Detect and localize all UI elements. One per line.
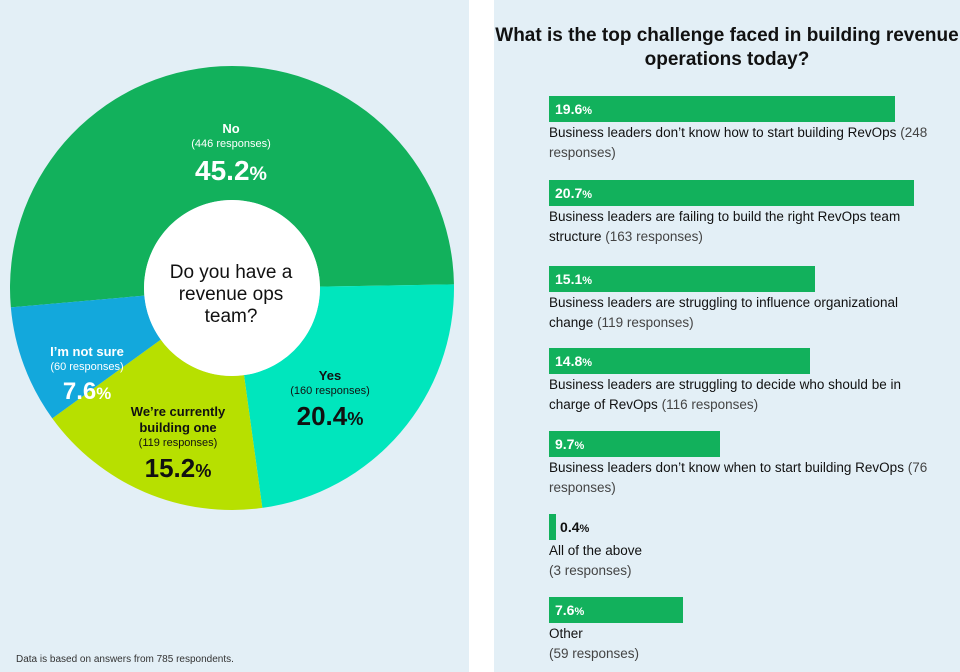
bar-category-label: Business leaders don’t know when to star… (549, 458, 929, 498)
bar-percent-label: 0.4% (560, 519, 590, 535)
bar: 7.6% (549, 597, 683, 623)
slice-label-not-sure: I’m not sure (60 responses) 7.6% (50, 344, 124, 404)
donut-chart (10, 66, 455, 510)
footnote: Data is based on answers from 785 respon… (16, 654, 234, 665)
bar-category-label: Business leaders are struggling to influ… (549, 293, 929, 333)
bar-percent-label: 7.6% (555, 602, 585, 618)
bar-item: 14.8% Business leaders are struggling to … (549, 348, 929, 415)
bar-category-label: All of the above (3 responses) (549, 541, 929, 581)
bar-category-label: Business leaders are failing to build th… (549, 207, 929, 247)
slice-label-no: No (446 responses) 45.2% (191, 121, 271, 185)
bar-item: 20.7% Business leaders are failing to bui… (549, 180, 929, 247)
slice-responses: (446 responses) (191, 138, 271, 150)
bar-responses: (116 responses) (661, 397, 759, 412)
bar-responses: (59 responses) (549, 646, 640, 661)
slice-label-building: We’re currently building one (119 respon… (123, 404, 233, 482)
slice-name: Yes (318, 368, 342, 383)
slice-name: No (222, 121, 240, 136)
bar-percent-label: 9.7% (555, 436, 585, 452)
slice-label-yes: Yes (160 responses) 20.4% (290, 368, 370, 430)
slice-percent: 15.2% (144, 453, 212, 483)
bar-responses: (248 responses) (549, 125, 928, 160)
slice-name: We’re currently building one (130, 404, 226, 435)
bar-category-text: Business leaders are failing to build th… (549, 209, 901, 244)
bar-item: 0.4% All of the above (3 responses) (549, 514, 929, 581)
bar: 20.7% (549, 180, 914, 206)
bar-responses: (119 responses) (597, 315, 694, 330)
bar-percent-label: 14.8% (555, 353, 593, 369)
slice-responses: (119 responses) (138, 437, 218, 449)
bar-item: 7.6% Other (59 responses) (549, 597, 929, 664)
donut-hole (144, 200, 320, 376)
donut-slice-3 (10, 295, 161, 419)
bar-item: 9.7% Business leaders don’t know when to … (549, 431, 929, 498)
bar-category-text: Business leaders don’t know how to start… (549, 125, 897, 140)
bar-item: 19.6% Business leaders don’t know how to … (549, 96, 929, 163)
bar-percent-label: 15.1% (555, 271, 593, 287)
bar: 15.1% (549, 266, 816, 292)
bar-category-label: Business leaders don’t know how to start… (549, 123, 929, 163)
bar: 19.6% (549, 96, 895, 122)
bar-category-label: Business leaders are struggling to decid… (549, 375, 929, 415)
bar-panel: What is the top challenge faced in build… (494, 0, 960, 672)
bar: 14.8% (549, 348, 810, 374)
donut-center-question: Do you have a revenue ops team? (169, 262, 293, 327)
bar-category-text: Other (549, 626, 583, 641)
donut-slice-2 (52, 339, 263, 510)
donut-slice-1 (244, 284, 455, 508)
bar-category-text: Business leaders are struggling to influ… (549, 295, 898, 330)
slice-percent: 7.6% (62, 378, 112, 405)
bar: 9.7% (549, 431, 721, 457)
bar-category-text: Business leaders don’t know when to star… (549, 460, 904, 475)
bar-category-text: All of the above (549, 543, 643, 558)
bar (549, 514, 557, 540)
bar-responses: (76 responses) (549, 460, 928, 495)
bar-percent-label: 19.6% (555, 101, 593, 117)
bar-chart-title: What is the top challenge faced in build… (495, 25, 959, 70)
donut-slice-0 (10, 66, 454, 308)
bar-item: 15.1% Business leaders are struggling to … (549, 266, 929, 333)
donut-panel: Do you have a revenue ops team? No (446 … (0, 0, 469, 672)
slice-percent: 45.2% (195, 155, 267, 186)
bar-category-label: Other (59 responses) (549, 624, 929, 664)
bar-responses: (163 responses) (605, 229, 703, 244)
slice-percent: 20.4% (296, 401, 364, 431)
bar-category-text: Business leaders are struggling to decid… (549, 377, 901, 412)
slice-responses: (160 responses) (290, 385, 370, 397)
slice-name: I’m not sure (50, 344, 124, 359)
bar-percent-label: 20.7% (555, 185, 593, 201)
bar-responses: (3 responses) (549, 563, 632, 578)
slice-responses: (60 responses) (50, 361, 124, 373)
